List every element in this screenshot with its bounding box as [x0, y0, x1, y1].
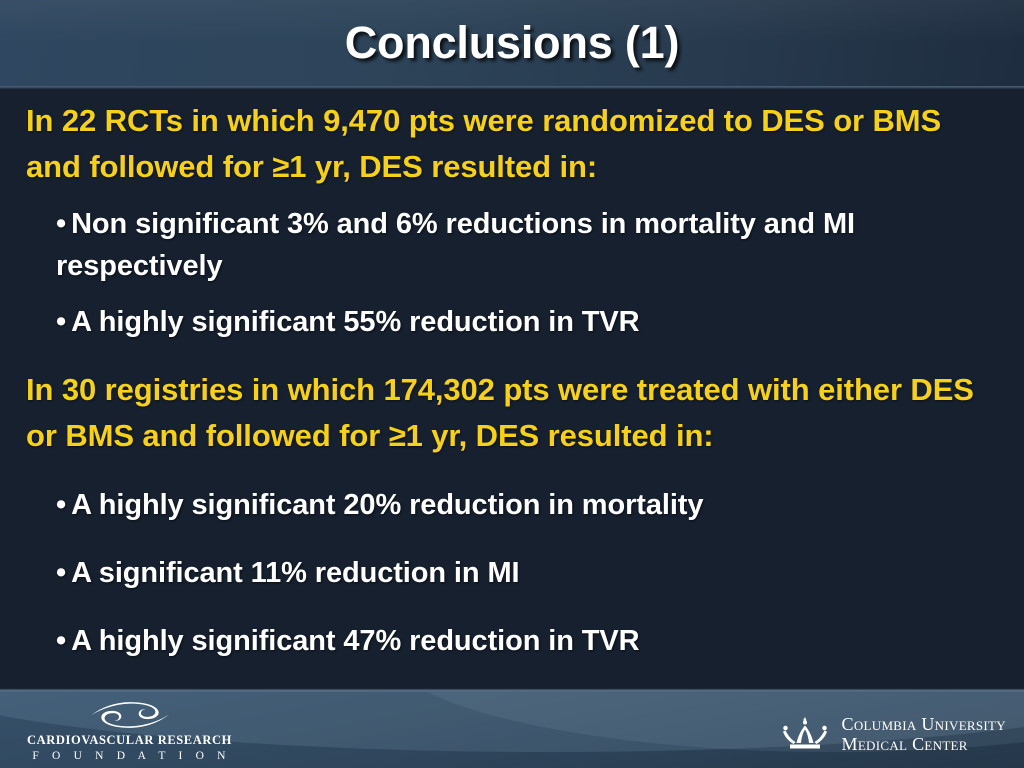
crown-icon — [782, 717, 827, 749]
lead-paragraph-rcts: In 22 RCTs in which 9,470 pts were rando… — [26, 103, 942, 184]
list-item-label: A highly significant 47% reduction in TV… — [71, 625, 640, 658]
bullet-dot-icon: • — [56, 625, 67, 658]
header-divider-rule — [0, 86, 1024, 89]
slide-header-band: Conclusions (1) — [0, 0, 1024, 86]
bullet-list-registries: • A highly significant 20% reduction in m… — [26, 484, 998, 662]
list-item-label: A highly significant 20% reduction in mo… — [71, 489, 704, 522]
list-item: • A highly significant 20% reduction in m… — [56, 484, 998, 526]
lead-paragraph-registries: In 30 registries in which 174,302 pts we… — [26, 372, 974, 453]
columbia-university-medical-center-logo: Columbia University Medical Center — [779, 714, 1006, 754]
list-item: • A highly significant 55% reduction in T… — [56, 301, 998, 343]
list-item-label: Non significant 3% and 6% reductions in … — [56, 208, 856, 283]
crf-swirl-icon — [90, 702, 169, 728]
bullet-dot-icon: • — [56, 557, 67, 590]
list-item-label: A highly significant 55% reduction in TV… — [71, 306, 640, 339]
list-item: • A highly significant 47% reduction in T… — [56, 620, 998, 662]
list-item: • A significant 11% reduction in MI — [56, 552, 998, 594]
slide-content: In 22 RCTs in which 9,470 pts were rando… — [0, 98, 1024, 688]
columbia-logo-wordmark: Columbia University Medical Center — [842, 714, 1006, 754]
bullet-dot-icon: • — [56, 489, 67, 522]
bullet-dot-icon: • — [56, 306, 67, 339]
crf-logo-line1: CARDIOVASCULAR RESEARCH — [27, 733, 232, 747]
footer-divider-rule — [0, 688, 1024, 692]
cardiovascular-research-foundation-logo: CARDIOVASCULAR RESEARCH F O U N D A T I … — [22, 698, 237, 762]
bullet-list-rcts: • Non significant 3% and 6% reductions in… — [26, 203, 998, 343]
columbia-logo-line1: Columbia University — [841, 714, 1006, 734]
slide-title: Conclusions (1) — [344, 17, 680, 68]
list-item-label: A significant 11% reduction in MI — [71, 557, 520, 590]
columbia-logo-line2: Medical Center — [841, 734, 968, 755]
crf-logo-line2: F O U N D A T I O N — [32, 750, 231, 762]
slide-footer-band: CARDIOVASCULAR RESEARCH F O U N D A T I … — [0, 692, 1024, 768]
list-item: • Non significant 3% and 6% reductions in… — [56, 203, 998, 287]
bullet-dot-icon: • — [56, 208, 67, 241]
